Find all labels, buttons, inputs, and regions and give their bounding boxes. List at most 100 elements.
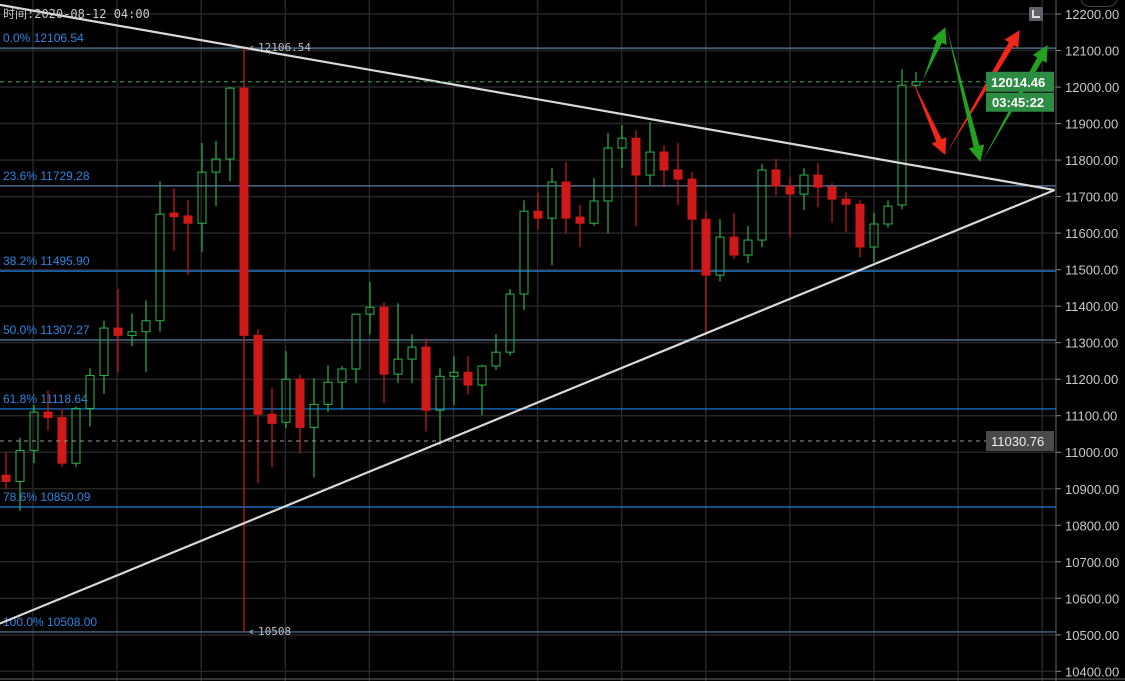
bullish-candle — [757, 169, 767, 241]
expand-icon[interactable] — [1029, 7, 1043, 21]
y-tick-label: 11000.00 — [1065, 445, 1118, 460]
bearish-candle — [421, 346, 431, 411]
bearish-candle — [855, 203, 865, 248]
bullish-candle — [449, 371, 459, 377]
reference-price-label: 11030.76 — [991, 434, 1044, 449]
bullish-candle — [491, 351, 501, 367]
collapse-axis-button[interactable]: ^ — [1080, 0, 1118, 7]
bullish-candle — [477, 365, 487, 386]
y-tick-label: 12200.00 — [1065, 7, 1119, 22]
bullish-candle — [85, 375, 95, 409]
red-forecast-arrow-icon[interactable] — [945, 30, 1020, 155]
fib-level-label: 100.0% 10508.00 — [3, 615, 97, 629]
triangle-trendline[interactable] — [0, 3, 1055, 192]
bullish-candle — [365, 306, 375, 315]
bearish-candle — [1, 474, 11, 482]
bearish-candle — [575, 216, 585, 224]
bullish-candle — [99, 327, 109, 377]
y-tick-label: 11100.00 — [1065, 409, 1117, 424]
bearish-candle — [267, 413, 277, 424]
bullish-candle — [589, 200, 599, 224]
fib-level-label: 50.0% 11307.27 — [3, 323, 90, 337]
time-tooltip: 时间:2020-08-12 04:00 — [3, 7, 150, 21]
y-tick-label: 11700.00 — [1065, 190, 1118, 205]
y-tick-label: 11800.00 — [1065, 153, 1118, 168]
bearish-candle — [771, 169, 781, 187]
low-price-annotation: 10508 — [258, 625, 291, 638]
fib-level-label: 0.0% 12106.54 — [3, 31, 84, 45]
fib-level-label: 78.6% 10850.09 — [3, 490, 91, 504]
bullish-candle — [407, 346, 417, 360]
bullish-candle — [351, 313, 361, 370]
bullish-candle — [29, 411, 39, 451]
y-tick-label: 11500.00 — [1065, 263, 1118, 278]
bullish-candle — [743, 239, 753, 256]
bullish-candle — [799, 174, 809, 195]
bullish-candle — [15, 449, 25, 482]
bullish-candle — [393, 358, 403, 375]
trendlines[interactable] — [0, 3, 1056, 625]
bullish-candle — [519, 210, 529, 295]
bullish-candle — [617, 137, 627, 149]
y-tick-label: 10400.00 — [1065, 664, 1119, 679]
bearish-candle — [701, 218, 711, 276]
y-tick-label: 10600.00 — [1065, 591, 1119, 606]
fib-level-label: 38.2% 11495.90 — [3, 254, 90, 268]
bearish-candle — [113, 327, 123, 336]
candles: 12106.54 10508 — [1, 41, 921, 638]
high-price-annotation: 12106.54 — [258, 41, 311, 54]
bullish-candle — [141, 320, 151, 333]
bearish-candle — [169, 212, 179, 218]
bullish-candle — [715, 236, 725, 276]
y-tick-label: 10800.00 — [1065, 518, 1119, 533]
bullish-candle — [155, 213, 165, 322]
bullish-candle — [197, 171, 207, 224]
bearish-candle — [659, 151, 669, 171]
fib-level-label: 23.6% 11729.28 — [3, 169, 90, 183]
bullish-candle — [435, 375, 445, 411]
y-tick-label: 11900.00 — [1065, 117, 1118, 132]
candle-countdown: 03:45:22 — [992, 95, 1044, 110]
bearish-candle — [57, 417, 67, 464]
bullish-candle — [309, 403, 319, 428]
bullish-candle — [211, 158, 221, 173]
bearish-candle — [561, 181, 571, 219]
bullish-candle — [323, 381, 333, 405]
y-tick-label: 12100.00 — [1065, 44, 1119, 59]
bearish-candle — [827, 186, 837, 200]
bearish-candle — [673, 169, 683, 180]
reference-price-badge — [986, 431, 1054, 452]
bearish-candle — [631, 137, 641, 176]
bullish-candle — [281, 378, 291, 423]
y-tick-label: 11600.00 — [1065, 226, 1118, 241]
current-price-label: 12014.46 — [991, 75, 1045, 90]
bullish-candle — [883, 205, 893, 225]
bearish-candle — [239, 87, 249, 336]
red-forecast-arrow-icon[interactable] — [911, 79, 947, 155]
y-tick-label: 10500.00 — [1065, 628, 1119, 643]
pointer-icon — [249, 629, 254, 635]
green-forecast-arrow-icon[interactable] — [946, 27, 985, 162]
bullish-candle — [337, 368, 347, 383]
bullish-candle — [869, 223, 879, 248]
bullish-candle — [225, 87, 235, 160]
triangle-trendline[interactable] — [0, 189, 1056, 625]
bearish-candle — [253, 334, 263, 415]
bullish-candle — [547, 181, 557, 219]
fib-level-label: 61.8% 11118.64 — [3, 392, 88, 406]
y-tick-label: 11200.00 — [1065, 372, 1118, 387]
bullish-candle — [603, 147, 613, 202]
y-tick-label: 10700.00 — [1065, 555, 1119, 570]
bearish-candle — [729, 236, 739, 256]
y-tick-label: 11300.00 — [1065, 336, 1118, 351]
bearish-candle — [533, 210, 543, 219]
bearish-candle — [813, 174, 823, 188]
green-forecast-arrow-icon[interactable] — [923, 27, 947, 81]
y-tick-label: 11400.00 — [1065, 299, 1118, 314]
bearish-candle — [785, 185, 795, 195]
countdown-badge — [986, 92, 1054, 112]
bearish-candle — [379, 306, 389, 375]
y-tick-label: 10900.00 — [1065, 482, 1119, 497]
